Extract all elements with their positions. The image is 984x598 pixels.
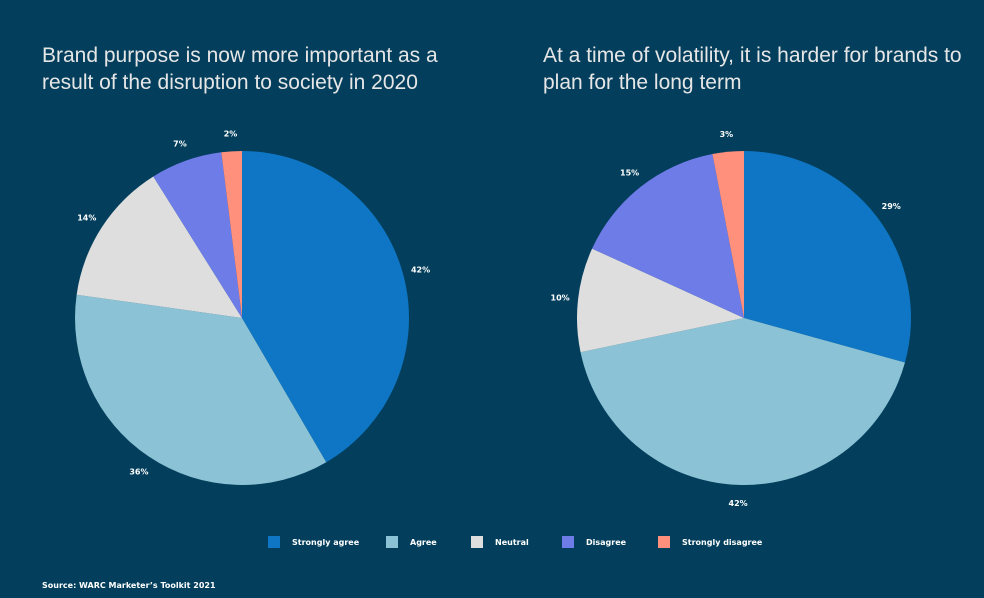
pie-chart-volatility: 29% 42% 10% 15% 3%: [551, 130, 912, 508]
pie-slice-strongly-agree: [242, 151, 409, 463]
legend-item-neutral: Neutral: [471, 536, 529, 548]
legend-swatch: [562, 536, 574, 548]
legend-swatch: [658, 536, 670, 548]
pie-slice-agree: [75, 294, 327, 486]
legend-swatch: [268, 536, 280, 548]
pie-slice-neutral: [577, 248, 744, 353]
source-note: Source: WARC Marketer’s Toolkit 2021: [42, 581, 216, 590]
data-label-agree: 36%: [129, 468, 148, 477]
legend-label: Agree: [410, 537, 437, 547]
data-label-strongly-agree: 29%: [882, 202, 901, 211]
chart-title-volatility: At a time of volatility, it is harder fo…: [543, 44, 962, 94]
legend-item-agree: Agree: [386, 536, 437, 548]
pie-chart-brand-purpose: 42% 36% 14% 7% 2%: [75, 129, 430, 486]
legend-item-disagree: Disagree: [562, 536, 626, 548]
data-label-strongly-agree: 42%: [411, 266, 430, 275]
pie-slice-agree: [580, 318, 905, 486]
pie-slice-strongly-disagree: [221, 151, 242, 318]
legend-item-strongly-agree: Strongly agree: [268, 536, 359, 548]
data-label-disagree: 15%: [620, 169, 639, 178]
legend-label: Disagree: [586, 537, 627, 547]
legend-swatch: [471, 536, 483, 548]
legend-swatch: [386, 536, 398, 548]
pie-slice-strongly-agree: [744, 151, 912, 363]
legend-label: Neutral: [495, 537, 529, 547]
data-label-disagree: 7%: [173, 140, 187, 149]
pie-slice-disagree: [153, 152, 242, 318]
pie-slice-neutral: [76, 176, 243, 318]
legend-label: Strongly agree: [292, 537, 360, 547]
data-label-strongly-disagree: 2%: [224, 129, 238, 138]
chart-title-brand-purpose: Brand purpose is now more important as a…: [42, 44, 438, 94]
pie-slice-disagree: [592, 154, 744, 318]
data-label-strongly-disagree: 3%: [720, 130, 734, 139]
data-label-agree: 42%: [729, 499, 748, 508]
data-label-neutral: 14%: [77, 213, 96, 222]
legend-item-strongly-disagree: Strongly disagree: [658, 536, 762, 548]
legend-label: Strongly disagree: [682, 537, 763, 547]
data-label-neutral: 10%: [551, 293, 570, 302]
legend: Strongly agree Agree Neutral Disagree St…: [0, 536, 984, 550]
pie-slice-strongly-disagree: [712, 151, 744, 318]
